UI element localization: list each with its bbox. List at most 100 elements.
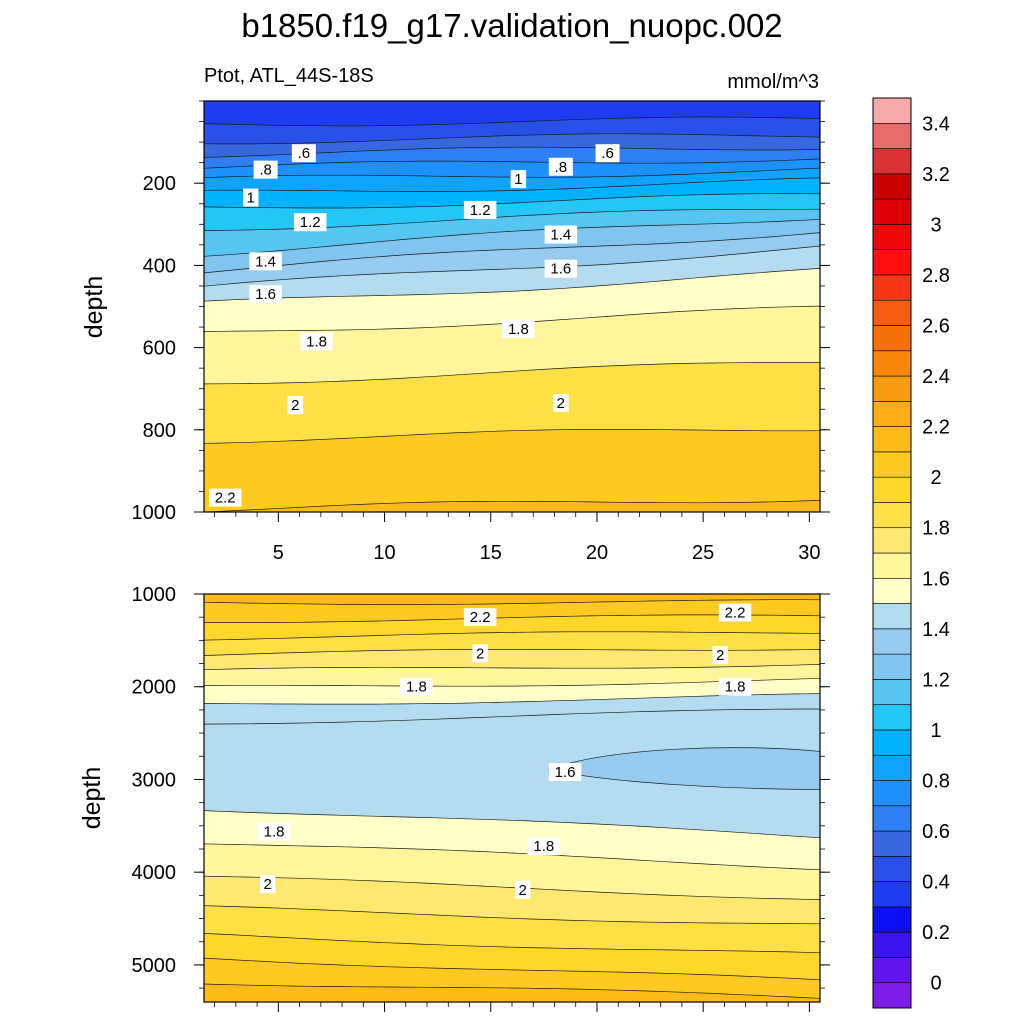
colorbar-label: 0.4 xyxy=(922,872,950,894)
colorbar-label: 0.6 xyxy=(922,821,950,843)
contour-label-box xyxy=(291,144,316,163)
contour-label: 1.6 xyxy=(548,763,582,782)
upper-panel-ylabel: depth xyxy=(80,276,108,339)
chart-title: b1850.f19_g17.validation_nuopc.002 xyxy=(241,7,782,44)
contour-line xyxy=(203,268,821,302)
contour-label-text: 2 xyxy=(291,397,299,414)
contour-label: 1.8 xyxy=(502,320,535,339)
y-tick-label: 5000 xyxy=(132,955,177,977)
colorbar-label: 3.4 xyxy=(922,113,950,135)
contour-label: .6 xyxy=(595,144,620,163)
colorbar-swatch xyxy=(872,527,912,554)
contour-label-text: 2 xyxy=(264,876,272,893)
x-tick-label: 5 xyxy=(273,542,284,564)
contour-label-text: 1.8 xyxy=(725,679,746,696)
x-tick-label: 30 xyxy=(798,542,820,564)
colorbar-swatch xyxy=(872,830,912,857)
contour-label-text: 1 xyxy=(514,171,522,188)
contour-label-box xyxy=(293,213,327,232)
contour-line xyxy=(203,905,821,925)
colorbar-label: 0.2 xyxy=(922,922,950,944)
contour-line xyxy=(203,158,821,169)
contour-line xyxy=(203,843,821,871)
colorbar-label: 2.8 xyxy=(922,265,950,287)
colorbar-swatch xyxy=(872,653,912,680)
colorbar-label: 1 xyxy=(930,720,941,742)
contour-label-box xyxy=(208,488,242,507)
contour-label-text: 2.2 xyxy=(215,490,236,507)
contour-label-box xyxy=(544,259,578,278)
units-label: mmol/m^3 xyxy=(727,71,819,93)
contour-label-box xyxy=(544,225,578,244)
x-tick-label: 10 xyxy=(373,542,395,564)
contour-label-text: 1 xyxy=(247,190,255,207)
colorbar-swatch xyxy=(872,97,912,124)
colorbar-swatch xyxy=(872,173,912,200)
contour-line xyxy=(203,362,820,385)
colorbar-swatch xyxy=(872,249,912,276)
contour-line xyxy=(203,693,821,705)
contour-label: 1 xyxy=(510,170,527,189)
contour-label-text: 2.2 xyxy=(725,605,746,622)
contour-line xyxy=(203,810,821,839)
contour-label: 2 xyxy=(712,646,728,665)
contour-label: 2 xyxy=(472,644,488,663)
contour-band xyxy=(204,500,820,512)
contour-label: 2 xyxy=(514,880,531,899)
contour-label-text: 2 xyxy=(518,882,526,899)
y-tick-label: 4000 xyxy=(132,862,177,884)
contour-label: 2 xyxy=(259,875,276,894)
colorbar-swatch xyxy=(872,502,912,529)
contour-label-box xyxy=(548,763,582,782)
contour-label-text: 1.6 xyxy=(555,764,576,781)
contour-label-box xyxy=(253,160,278,179)
colorbar-frame xyxy=(872,97,912,1009)
contour-line xyxy=(203,957,821,981)
colorbar-swatch xyxy=(872,577,912,604)
colorbar-swatch xyxy=(872,906,912,933)
x-tick-label: 20 xyxy=(586,542,608,564)
colorbar-swatch xyxy=(872,552,912,579)
colorbar-swatch xyxy=(872,401,912,427)
contour-line xyxy=(203,232,821,274)
colorbar-swatch xyxy=(872,931,912,958)
contour-line xyxy=(203,500,821,513)
contour-band xyxy=(204,429,820,512)
contour-label: 1.8 xyxy=(527,837,561,856)
contour-label-box xyxy=(257,822,291,841)
contour-label-box xyxy=(502,320,535,339)
colorbar-swatch xyxy=(872,426,912,453)
contour-label: 2.2 xyxy=(718,603,752,622)
colorbar-swatch xyxy=(872,451,912,478)
contour-label: 1.8 xyxy=(300,332,333,351)
contour-label-text: 1.8 xyxy=(264,823,285,840)
contour-line xyxy=(203,116,821,127)
contour-label-text: .6 xyxy=(298,145,311,162)
contour-label-text: 2.2 xyxy=(470,609,491,626)
contour-line xyxy=(203,218,821,257)
contour-label-box xyxy=(712,646,728,665)
colorbar-swatch xyxy=(872,881,912,908)
contour-label-box xyxy=(287,396,304,415)
colorbar-swatch xyxy=(872,476,912,503)
contour-label-box xyxy=(514,880,531,899)
contour-line xyxy=(203,983,821,999)
colorbar-swatch xyxy=(872,299,912,326)
contour-label: 1.2 xyxy=(293,213,327,232)
colorbar-label: 1.2 xyxy=(922,669,950,691)
contour-line xyxy=(203,599,821,605)
colorbar-swatch xyxy=(872,325,912,352)
lower-panel-ylabel: depth xyxy=(78,767,106,830)
contour-label-box xyxy=(400,677,433,696)
contour-label-text: 2 xyxy=(476,645,484,662)
contour-label: 1.8 xyxy=(718,677,752,696)
x-tick-label: 25 xyxy=(692,542,714,564)
contour-label-box xyxy=(527,837,561,856)
contour-label: 1.4 xyxy=(544,225,578,244)
colorbar-label: 1.4 xyxy=(922,619,950,641)
y-tick-label: 3000 xyxy=(132,769,177,791)
contour-line xyxy=(203,933,821,954)
contour-line xyxy=(203,664,821,671)
